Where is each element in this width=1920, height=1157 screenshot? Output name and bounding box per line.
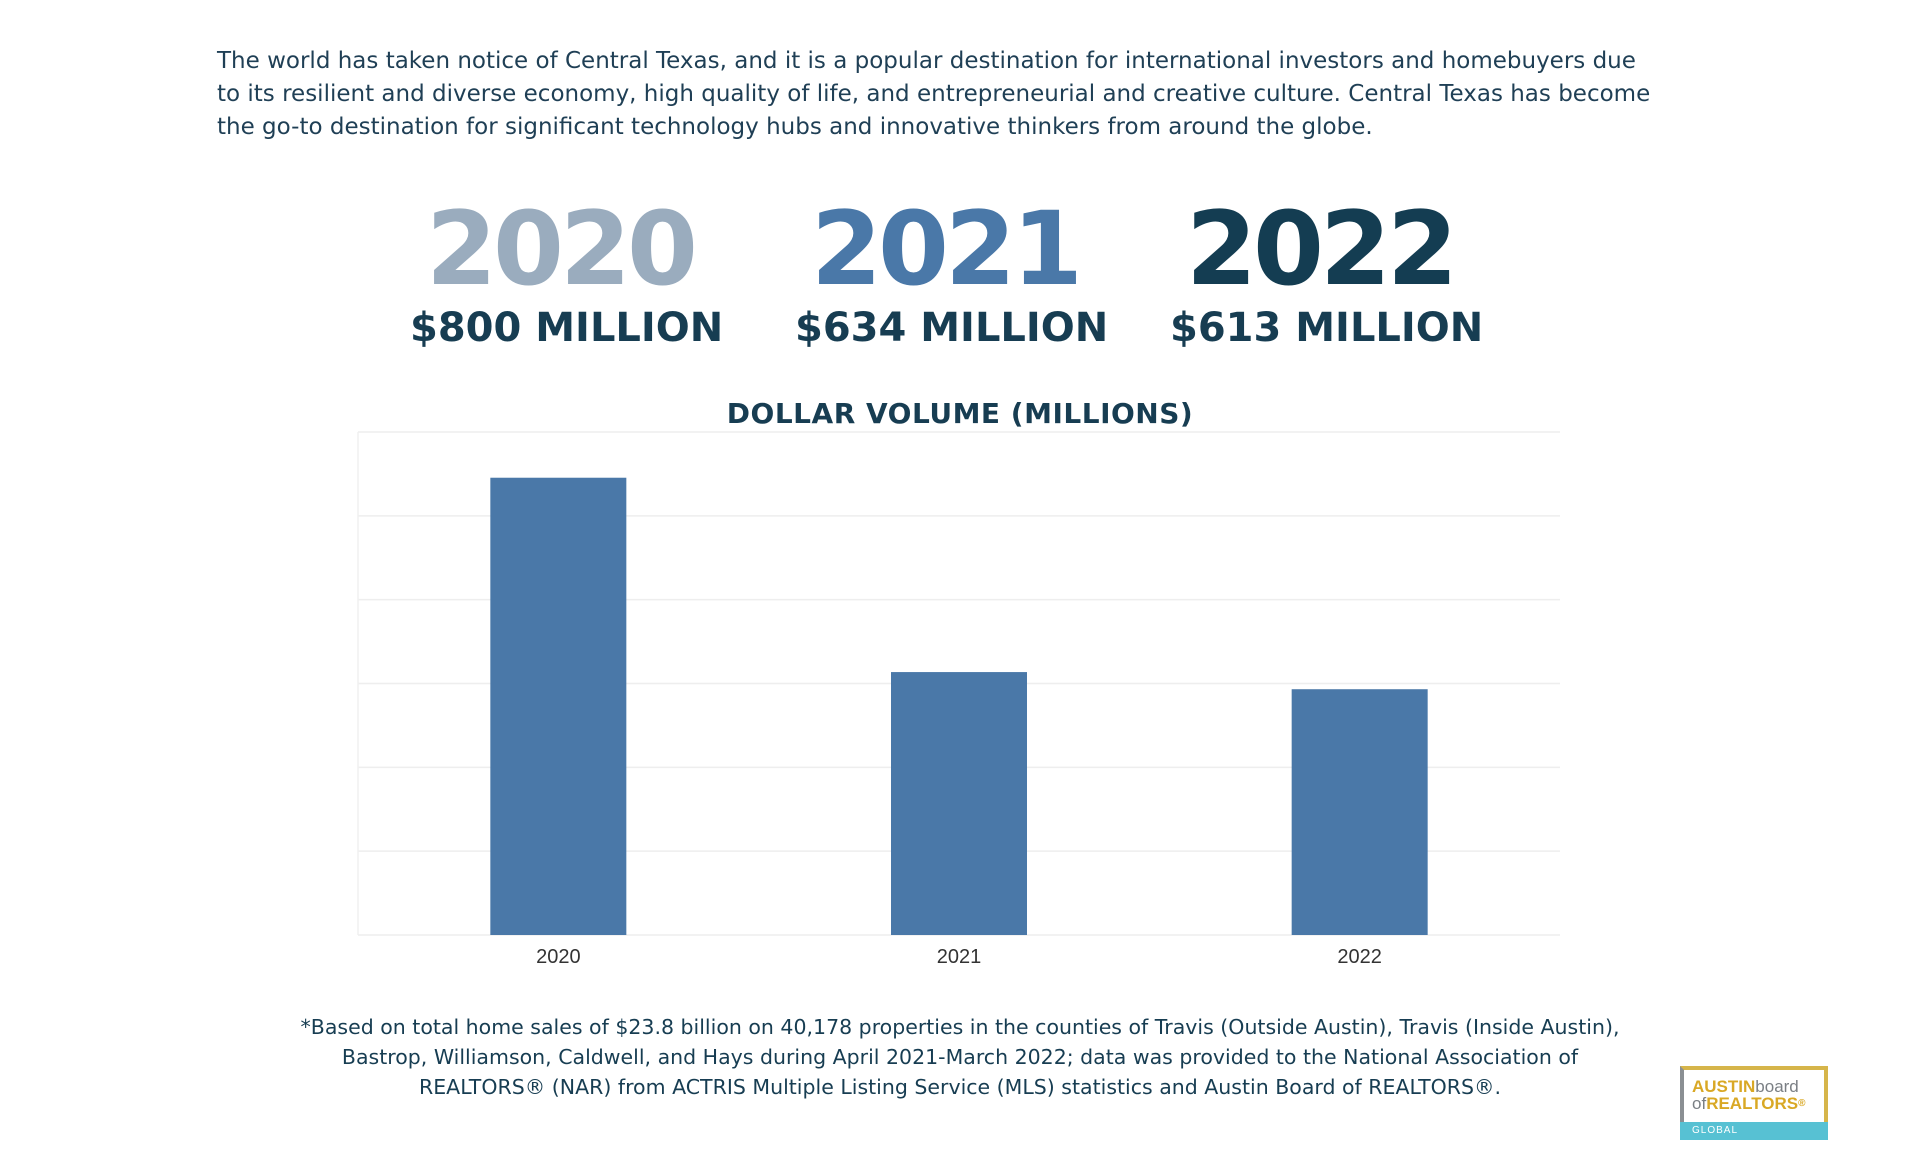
intro-line: the go-to destination for significant te… <box>217 114 1373 140</box>
year-block-2020: 2020 $800 MILLION <box>410 190 724 352</box>
bar-2022 <box>1291 689 1428 935</box>
x-tick-label: 2021 <box>937 946 982 968</box>
x-tick-label: 2020 <box>536 946 581 968</box>
year-amount: $613 MILLION <box>1170 305 1484 351</box>
logo-reg: ® <box>1798 1098 1806 1109</box>
intro-line: to its resilient and diverse economy, hi… <box>217 81 1651 107</box>
logo-of: of <box>1692 1094 1707 1113</box>
year-block-2021: 2021 $634 MILLION <box>795 190 1109 352</box>
logo-global-bar: GLOBAL <box>1680 1122 1828 1140</box>
chart-title: DOLLAR VOLUME (MILLIONS) <box>726 397 1194 430</box>
footnote: *Based on total home sales of $23.8 bill… <box>200 1012 1720 1102</box>
footnote-line: REALTORS® (NAR) from ACTRIS Multiple Lis… <box>418 1075 1502 1099</box>
logo-realtors: REALTORS <box>1706 1094 1799 1113</box>
intro-line: The world has taken notice of Central Te… <box>217 48 1636 74</box>
logo-austin: AUSTIN <box>1692 1077 1756 1096</box>
year-label: 2020 <box>426 190 698 309</box>
footnote-line: Bastrop, Williamson, Caldwell, and Hays … <box>341 1045 1579 1069</box>
bar-2021 <box>891 672 1027 935</box>
year-block-2022: 2022 $613 MILLION <box>1170 190 1484 352</box>
bar-2020 <box>490 477 627 935</box>
year-amount: $800 MILLION <box>410 305 724 351</box>
year-label: 2021 <box>811 190 1083 309</box>
austin-board-of-realtors-logo: AUSTINboard ofREALTORS® GLOBAL <box>1680 1066 1828 1140</box>
intro-paragraph: The world has taken notice of Central Te… <box>217 45 1737 144</box>
x-tick-label: 2022 <box>1337 946 1382 968</box>
bar-chart: 2020 2021 2022 <box>357 431 1560 968</box>
footnote-line: *Based on total home sales of $23.8 bill… <box>300 1015 1620 1039</box>
year-amount: $634 MILLION <box>795 305 1109 351</box>
year-label: 2022 <box>1186 190 1458 309</box>
logo-board: board <box>1755 1077 1799 1096</box>
year-summary: 2020 $800 MILLION 2021 $634 MILLION 2022… <box>0 195 1920 365</box>
